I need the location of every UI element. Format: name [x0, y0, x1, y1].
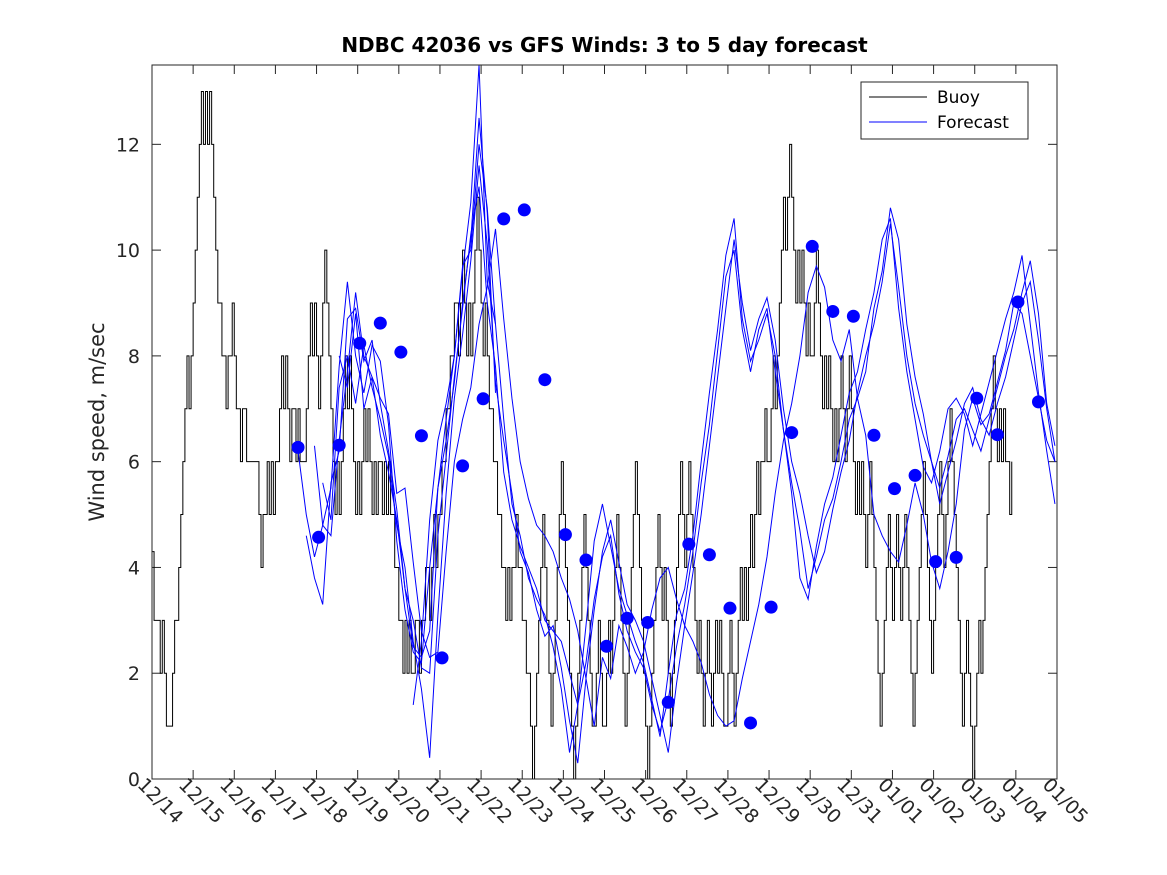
y-axis-label: Wind speed, m/sec: [85, 322, 109, 521]
forecast-marker: [990, 428, 1004, 442]
forecast-series-line: [322, 165, 1056, 764]
forecast-marker: [456, 459, 470, 473]
forecast-marker: [682, 537, 696, 551]
y-tick-label: 12: [116, 134, 140, 156]
y-tick-label: 6: [128, 452, 140, 474]
forecast-marker: [888, 482, 902, 496]
forecast-marker: [661, 695, 675, 709]
forecast-marker: [867, 428, 881, 442]
forecast-marker: [373, 316, 387, 330]
forecast-marker: [641, 615, 655, 629]
y-tick-label: 2: [128, 663, 140, 685]
forecast-marker: [435, 651, 449, 665]
forecast-marker: [1011, 295, 1025, 309]
y-tick-label: 4: [128, 557, 140, 579]
forecast-marker: [805, 239, 819, 253]
forecast-marker: [312, 530, 326, 544]
forecast-marker: [826, 304, 840, 318]
forecast-marker: [723, 601, 737, 615]
forecast-marker: [785, 426, 799, 440]
legend: Buoy Forecast: [860, 81, 1029, 140]
forecast-marker: [353, 336, 367, 350]
forecast-marker: [332, 438, 346, 452]
plot-area: [152, 65, 1057, 779]
legend-label-forecast: Forecast: [937, 113, 1009, 133]
forecast-marker: [394, 345, 408, 359]
forecast-marker: [929, 555, 943, 569]
forecast-marker: [702, 548, 716, 562]
forecast-marker: [538, 373, 552, 387]
forecast-marker: [949, 550, 963, 564]
y-tick-label: 10: [116, 240, 140, 262]
forecast-marker: [744, 716, 758, 730]
forecast-marker: [414, 429, 428, 443]
legend-label-buoy: Buoy: [937, 88, 980, 108]
forecast-marker: [476, 392, 490, 406]
legend-box: [860, 81, 1029, 140]
forecast-marker: [517, 203, 531, 217]
y-tick-label: 8: [128, 346, 140, 368]
forecast-marker: [970, 391, 984, 405]
forecast-marker: [600, 639, 614, 653]
forecast-marker: [579, 553, 593, 567]
forecast-marker: [846, 309, 860, 323]
forecast-series-line: [412, 144, 1056, 753]
buoy-series-line: [152, 90, 1013, 779]
y-tick-labels: 0 2 4 6 8 10 12: [116, 134, 140, 791]
forecast-marker: [764, 600, 778, 614]
chart-title: NDBC 42036 vs GFS Winds: 3 to 5 day fore…: [341, 33, 868, 57]
axis-ticks: [151, 65, 1058, 780]
forecast-series-line: [338, 186, 1056, 734]
series-layer: [152, 65, 1056, 779]
y-tick-label: 0: [128, 769, 140, 791]
axes-frame: [151, 64, 1058, 780]
forecast-marker: [620, 611, 634, 625]
forecast-marker: [497, 212, 511, 226]
forecast-marker: [908, 468, 922, 482]
forecast-marker: [291, 440, 305, 454]
forecast-marker: [1031, 395, 1045, 409]
forecast-marker: [558, 528, 572, 542]
